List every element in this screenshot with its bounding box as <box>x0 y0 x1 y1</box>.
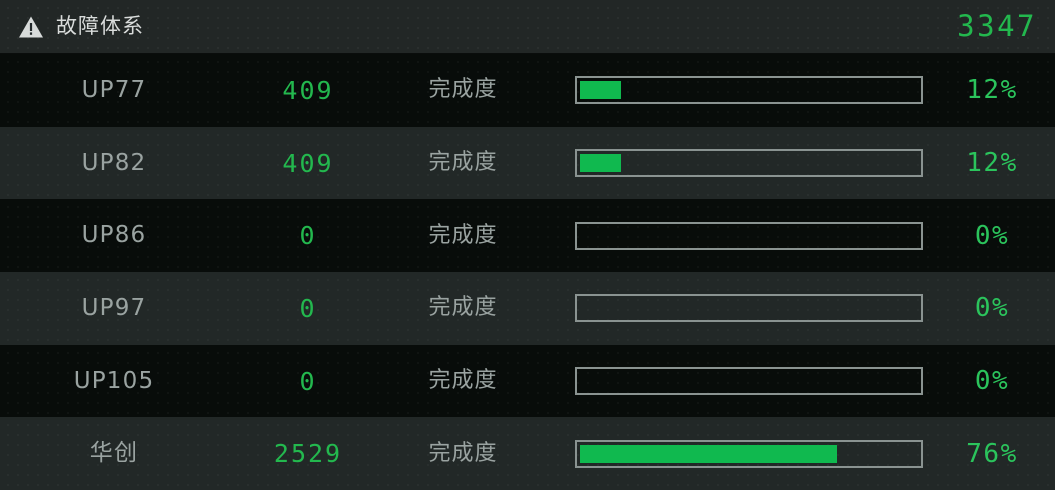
row-progress-label: 完成度 <box>428 222 498 248</box>
row-progress-bar-cell <box>538 294 929 323</box>
table-row[interactable]: UP105 0 完成度 0% <box>0 344 1055 418</box>
row-system-name: UP105 <box>73 367 155 394</box>
row-progress-label: 完成度 <box>428 295 498 321</box>
table-row[interactable]: UP82 409 完成度 12% <box>0 126 1055 200</box>
fault-rows-list: UP77 409 完成度 12% UP82 409 完成度 12% UP86 0 完成度 0% UP97… <box>0 54 1055 490</box>
row-fault-count: 0 <box>299 221 317 251</box>
table-row[interactable]: 华创 2529 完成度 76% <box>0 417 1055 490</box>
progress-bar-fill <box>580 154 621 173</box>
row-progress-bar-cell <box>538 367 929 396</box>
progress-bar-track[interactable] <box>575 76 923 105</box>
row-progress-percent: 12% <box>966 75 1018 106</box>
row-progress-bar-cell <box>538 221 929 250</box>
row-progress-label: 完成度 <box>428 368 498 394</box>
row-progress-percent: 0% <box>974 293 1010 324</box>
table-row[interactable]: UP77 409 完成度 12% <box>0 54 1055 127</box>
row-fault-count: 409 <box>282 75 334 105</box>
table-row[interactable]: UP97 0 完成度 0% <box>0 272 1055 345</box>
row-fault-count: 409 <box>282 148 334 178</box>
header-left-group: 故障体系 <box>18 15 144 39</box>
progress-bar-track[interactable] <box>575 367 923 396</box>
row-progress-label: 完成度 <box>428 77 498 103</box>
row-system-name: 华创 <box>89 440 139 467</box>
progress-bar-track[interactable] <box>575 294 923 323</box>
row-progress-percent: 0% <box>974 220 1010 251</box>
row-fault-count: 0 <box>299 366 317 396</box>
progress-bar-fill <box>580 444 837 463</box>
row-progress-bar-cell <box>538 439 929 468</box>
header-total-count: 3347 <box>957 9 1037 43</box>
progress-bar-fill <box>580 81 621 100</box>
row-system-name: UP86 <box>81 222 147 249</box>
row-system-name: UP97 <box>81 294 147 321</box>
row-system-name: UP82 <box>81 149 147 176</box>
warning-triangle-icon <box>18 15 44 39</box>
row-fault-count: 0 <box>299 293 317 323</box>
row-system-name: UP77 <box>81 76 147 103</box>
panel-header: 故障体系 3347 <box>0 0 1055 54</box>
row-progress-label: 完成度 <box>428 150 498 176</box>
row-progress-bar-cell <box>538 76 929 105</box>
row-progress-label: 完成度 <box>428 440 498 466</box>
progress-bar-track[interactable] <box>575 221 923 250</box>
table-row[interactable]: UP86 0 完成度 0% <box>0 199 1055 273</box>
page-title: 故障体系 <box>56 14 144 38</box>
row-progress-percent: 0% <box>974 366 1010 397</box>
row-progress-percent: 12% <box>966 148 1018 179</box>
row-progress-bar-cell <box>538 149 929 178</box>
progress-bar-track[interactable] <box>575 439 923 468</box>
row-progress-percent: 76% <box>966 438 1018 469</box>
progress-bar-track[interactable] <box>575 149 923 178</box>
row-fault-count: 2529 <box>273 439 343 469</box>
